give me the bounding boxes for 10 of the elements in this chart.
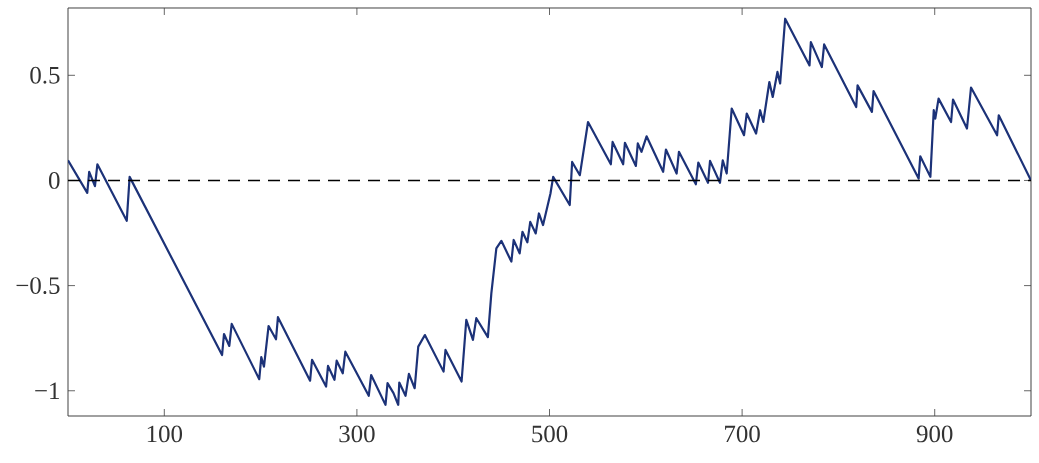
y-tick-label: −1: [35, 382, 59, 399]
y-tick-label: 0: [48, 172, 60, 189]
line-series: [68, 17, 1032, 406]
x-tick-label: 100: [147, 425, 183, 443]
x-tick-label: 500: [532, 425, 568, 443]
x-tick-label: 700: [725, 425, 760, 443]
y-tick-label: 0.5: [30, 66, 60, 84]
y-tick-label: −0.5: [16, 277, 60, 295]
x-tick-label: 900: [916, 425, 953, 443]
x-tick-label: 300: [339, 425, 375, 443]
